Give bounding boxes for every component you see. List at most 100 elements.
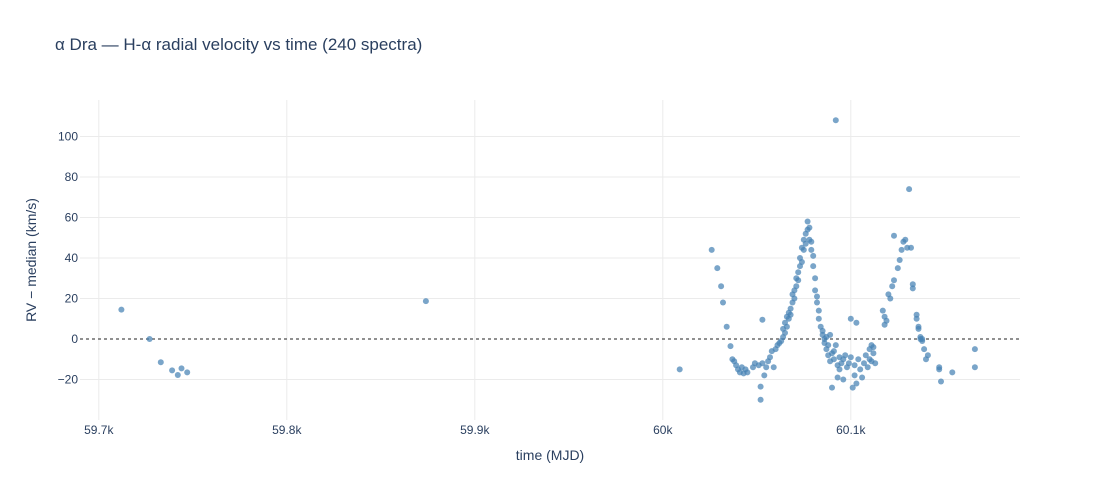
data-point: [921, 346, 928, 353]
data-point: [845, 360, 852, 367]
data-point: [783, 323, 790, 330]
data-point: [787, 305, 794, 312]
data-point: [908, 244, 914, 251]
data-point: [812, 275, 819, 282]
data-point: [909, 281, 916, 288]
x-tick-label: 59.9k: [460, 423, 490, 437]
data-point: [913, 315, 920, 322]
x-tick-label: 59.7k: [84, 423, 114, 437]
data-point: [806, 224, 813, 231]
data-point: [169, 367, 176, 374]
data-point: [812, 287, 819, 294]
data-point: [815, 307, 822, 314]
data-point: [767, 354, 773, 361]
data-point: [832, 342, 839, 349]
data-point: [864, 364, 871, 371]
data-point: [808, 238, 815, 245]
data-point: [830, 348, 837, 355]
data-point: [727, 343, 734, 350]
data-point: [804, 218, 811, 225]
data-point: [847, 354, 854, 361]
data-point: [894, 265, 901, 272]
data-point: [802, 240, 809, 247]
x-axis-label: time (MJD): [516, 447, 584, 463]
data-point: [757, 383, 764, 390]
data-point: [924, 352, 931, 359]
data-point: [791, 295, 798, 302]
data-point: [832, 117, 839, 124]
data-point: [178, 365, 185, 372]
data-point: [891, 232, 897, 239]
data-point: [146, 336, 153, 342]
data-point: [676, 366, 683, 373]
data-point: [782, 329, 788, 336]
data-point: [793, 283, 800, 290]
data-point: [896, 257, 903, 263]
data-point: [870, 344, 877, 351]
data-point: [938, 378, 944, 385]
data-point: [830, 356, 837, 363]
data-point: [855, 356, 862, 363]
data-point: [422, 298, 429, 305]
data-point: [798, 259, 805, 265]
data-point: [857, 366, 864, 373]
data-point: [759, 360, 766, 367]
y-tick-label: 20: [65, 291, 79, 305]
data-point: [757, 396, 764, 403]
data-point: [825, 342, 832, 349]
data-point: [936, 366, 943, 373]
data-point: [808, 246, 815, 253]
y-tick-label: 80: [65, 170, 79, 184]
data-point: [829, 384, 835, 391]
data-point: [853, 380, 860, 387]
data-point: [723, 323, 730, 330]
y-tick-label: 0: [71, 332, 78, 346]
data-point: [971, 346, 978, 353]
y-tick-label: 60: [65, 210, 79, 224]
data-point: [810, 263, 817, 270]
y-tick-labels: −20 0 20 40 60 80 100: [58, 129, 79, 386]
data-point: [870, 350, 877, 357]
data-point: [763, 364, 770, 371]
data-point: [720, 299, 726, 306]
data-point: [718, 283, 725, 290]
x-tick-labels: 59.7k 59.8k 59.9k 60k 60.1k: [84, 423, 866, 437]
data-point: [834, 374, 841, 381]
data-point: [872, 360, 879, 367]
x-tick-label: 60k: [653, 423, 673, 437]
y-tick-label: 40: [65, 251, 79, 265]
data-point: [891, 277, 897, 284]
data-point: [157, 359, 164, 366]
data-point: [815, 315, 822, 322]
data-point: [708, 246, 715, 253]
data-point: [883, 317, 890, 324]
data-point: [861, 360, 867, 367]
data-point: [909, 285, 916, 292]
data-point: [714, 265, 721, 272]
data-point: [971, 364, 978, 371]
data-point: [851, 362, 858, 369]
chart-title: α Dra — H-α radial velocity vs time (240…: [55, 35, 422, 54]
data-point: [889, 283, 896, 290]
data-point: [814, 293, 820, 300]
data-point: [915, 325, 922, 332]
data-points-layer: [118, 117, 978, 403]
data-point: [847, 315, 854, 322]
data-point: [800, 246, 807, 253]
data-point: [770, 364, 777, 371]
grid-layer: [80, 100, 1020, 420]
data-point: [859, 374, 866, 381]
data-point: [898, 246, 905, 253]
data-point: [184, 369, 191, 376]
data-point: [787, 311, 794, 318]
data-point: [836, 366, 843, 373]
data-point: [879, 307, 886, 314]
data-point: [902, 236, 909, 243]
data-point: [744, 369, 751, 376]
data-point: [919, 336, 926, 342]
data-point: [795, 277, 802, 284]
y-tick-label: 100: [58, 129, 78, 143]
data-point: [761, 372, 768, 379]
data-point: [949, 369, 956, 376]
